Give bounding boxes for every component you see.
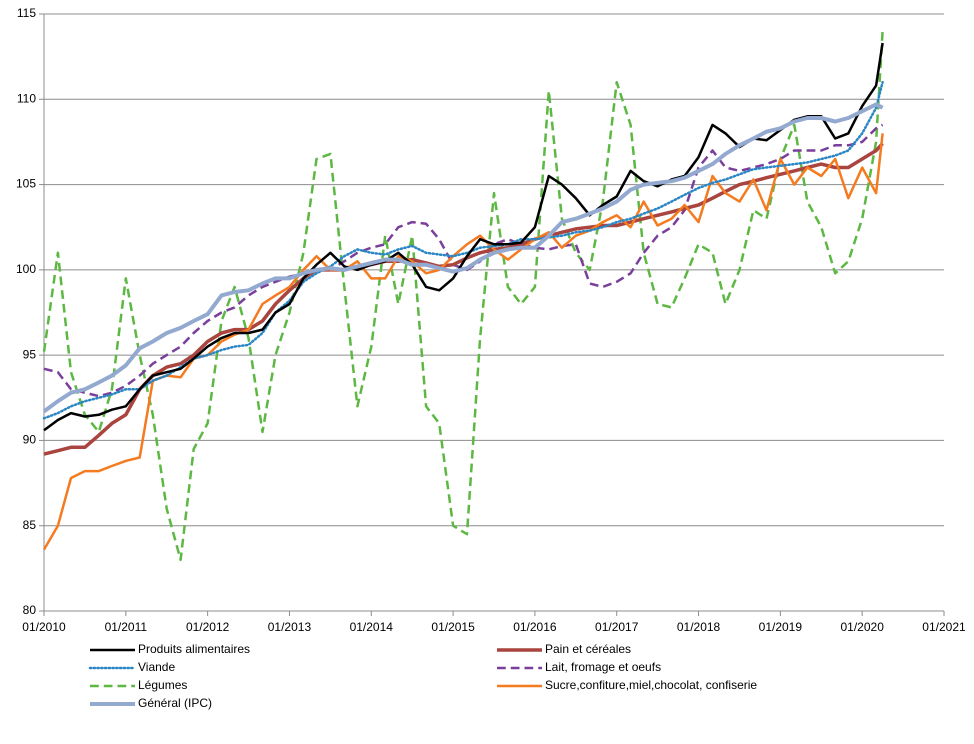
x-tick-label: 01/2021 [922, 620, 966, 634]
x-tick-label: 01/2010 [22, 620, 66, 634]
legend-label: Général (IPC) [138, 696, 212, 710]
x-tick-label: 01/2015 [431, 620, 475, 634]
x-tick-label: 01/2016 [513, 620, 557, 634]
y-tick-label: 115 [17, 6, 36, 20]
x-tick-label: 01/2019 [759, 620, 803, 634]
x-tick-label: 01/2020 [840, 620, 884, 634]
legend-label: Viande [138, 660, 175, 674]
x-tick-label: 01/2017 [595, 620, 639, 634]
x-tick-label: 01/2018 [677, 620, 721, 634]
legend-label: Produits alimentaires [138, 642, 250, 656]
y-tick-label: 90 [23, 433, 37, 447]
series-line [42, 31, 884, 562]
x-tick-label: 01/2013 [268, 620, 312, 634]
legend-label: Sucre,confiture,miel,chocolat, confiseri… [545, 678, 757, 692]
y-tick-label: 110 [17, 91, 36, 105]
y-tick-label: 100 [16, 262, 36, 276]
x-tick-label: 01/2014 [350, 620, 394, 634]
legend-label: Pain et céréales [545, 642, 631, 656]
series-line [42, 133, 884, 551]
y-tick-label: 80 [23, 603, 37, 617]
y-tick-label: 105 [16, 177, 36, 191]
legend-label: Lait, fromage et oeufs [545, 660, 661, 674]
series-line [42, 102, 884, 414]
legend-label: Légumes [138, 678, 187, 692]
x-tick-label: 01/2011 [105, 620, 148, 634]
series-line [43, 42, 884, 432]
y-tick-label: 85 [23, 518, 37, 532]
y-tick-label: 95 [23, 347, 37, 361]
x-tick-label: 01/2012 [186, 620, 230, 634]
